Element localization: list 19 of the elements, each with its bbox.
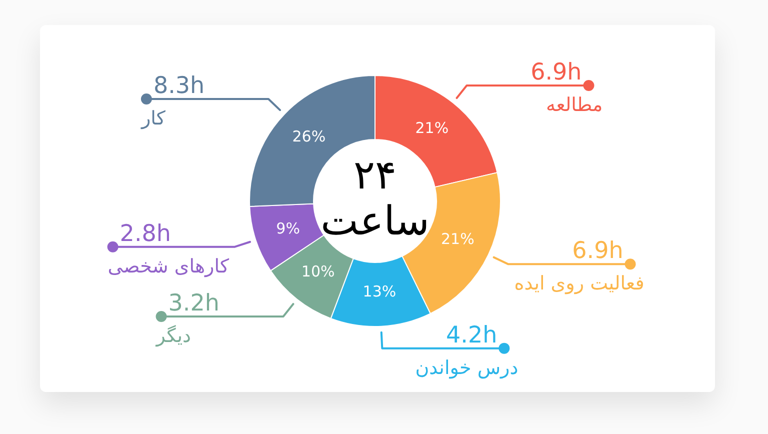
data-label: 6.9h — [530, 59, 582, 86]
chart-title: ۲۴ ساعت — [320, 152, 430, 244]
text: 13% — [362, 282, 396, 300]
text: 21% — [441, 230, 474, 248]
legend-label: دیگر — [155, 324, 192, 347]
legend-label: کار — [140, 107, 166, 130]
legend-label: کارهای شخصی — [108, 255, 230, 278]
legend-label: فعالیت روی ایده — [514, 272, 644, 295]
data-label: 4.2h — [446, 322, 498, 348]
text: 26% — [292, 128, 326, 146]
data-label: 2.8h — [120, 220, 171, 247]
data-label: 6.9h — [572, 238, 624, 264]
data-label: 8.3h — [153, 73, 205, 100]
text: 21% — [415, 119, 449, 138]
legend-label: مطالعه — [546, 94, 603, 116]
data-label: 3.2h — [168, 290, 220, 317]
text: 10% — [301, 262, 335, 281]
legend-label: درس خواندن — [415, 356, 518, 379]
text: 9% — [276, 219, 300, 238]
